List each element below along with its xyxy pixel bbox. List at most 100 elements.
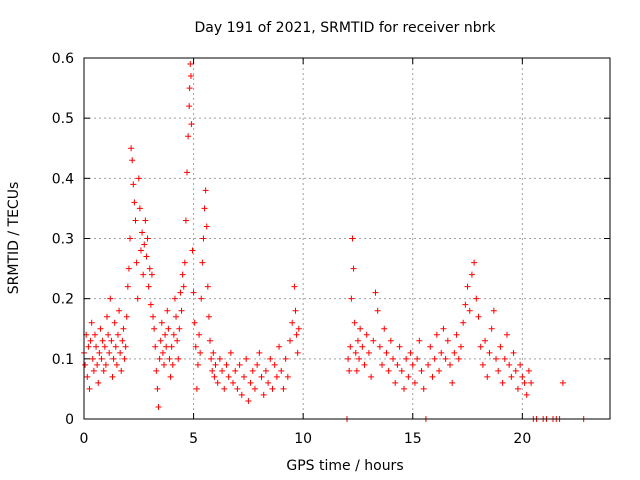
data-point — [372, 289, 379, 296]
data-point — [131, 199, 138, 206]
data-point — [91, 331, 98, 338]
data-point — [453, 331, 460, 338]
data-point — [135, 175, 142, 182]
data-point — [88, 319, 95, 326]
data-point — [112, 343, 119, 350]
data-point — [416, 337, 423, 344]
data-point — [100, 367, 107, 374]
data-point — [101, 343, 108, 350]
data-point — [125, 265, 132, 272]
data-point — [374, 307, 381, 314]
data-point — [221, 385, 228, 392]
data-point — [349, 235, 356, 242]
data-point — [89, 355, 96, 362]
data-point — [436, 367, 443, 374]
data-point — [510, 349, 517, 356]
data-point — [119, 337, 126, 344]
data-point — [508, 373, 515, 380]
y-tick-label: 0.2 — [52, 292, 74, 308]
data-point — [168, 343, 175, 350]
data-point — [109, 373, 116, 380]
data-point — [451, 349, 458, 356]
data-point — [280, 385, 287, 392]
data-point — [444, 337, 451, 344]
data-point — [98, 355, 105, 362]
data-point — [99, 337, 106, 344]
data-point — [225, 373, 232, 380]
data-point — [403, 355, 410, 362]
data-point — [142, 217, 149, 224]
x-tick-label: 20 — [513, 431, 531, 447]
x-tick-label: 15 — [404, 431, 422, 447]
y-tick-label: 0 — [65, 412, 74, 428]
data-point — [356, 355, 363, 362]
data-point — [129, 157, 136, 164]
data-point — [517, 361, 524, 368]
data-point — [95, 379, 102, 386]
data-point — [267, 355, 274, 362]
data-point — [245, 397, 252, 404]
data-point — [176, 325, 183, 332]
data-point — [368, 373, 375, 380]
data-point — [429, 373, 436, 380]
data-point — [151, 325, 158, 332]
data-point — [442, 355, 449, 362]
x-tick-label: 5 — [189, 431, 198, 447]
y-tick-label: 0.4 — [52, 171, 74, 187]
data-point — [260, 391, 267, 398]
data-point — [188, 121, 195, 128]
data-point — [383, 349, 390, 356]
data-point — [184, 169, 191, 176]
data-point — [171, 295, 178, 302]
data-point — [438, 349, 445, 356]
data-point — [113, 361, 120, 368]
data-point — [122, 343, 129, 350]
data-point — [114, 331, 121, 338]
data-point — [464, 283, 471, 290]
data-point — [163, 343, 170, 350]
data-point — [160, 361, 167, 368]
y-tick-label: 0.3 — [52, 232, 74, 248]
data-point — [196, 331, 203, 338]
data-point — [440, 325, 447, 332]
data-point — [97, 325, 104, 332]
data-point — [486, 349, 493, 356]
data-point — [466, 307, 473, 314]
data-point — [165, 325, 172, 332]
data-point — [148, 271, 155, 278]
data-point — [271, 361, 278, 368]
data-point — [143, 253, 150, 260]
data-point — [523, 391, 530, 398]
data-point — [514, 385, 521, 392]
data-point — [130, 181, 137, 188]
data-point — [211, 373, 218, 380]
data-point — [477, 343, 484, 350]
data-point — [102, 361, 109, 368]
data-point — [243, 355, 250, 362]
data-point — [351, 319, 358, 326]
data-point — [203, 223, 210, 230]
data-point — [96, 349, 103, 356]
data-point — [192, 343, 199, 350]
data-point — [287, 337, 294, 344]
data-point — [449, 379, 456, 386]
data-point — [425, 361, 432, 368]
data-point — [159, 349, 166, 356]
data-point — [82, 361, 89, 368]
data-point — [156, 355, 163, 362]
data-point — [141, 241, 148, 248]
data-point — [462, 301, 469, 308]
data-point — [117, 349, 124, 356]
data-point — [473, 295, 480, 302]
x-axis-label: GPS time / hours — [286, 458, 403, 474]
data-point — [350, 265, 357, 272]
data-point — [186, 85, 193, 92]
data-point — [433, 331, 440, 338]
data-point — [108, 337, 115, 344]
data-point — [127, 235, 134, 242]
data-point — [128, 145, 135, 152]
data-point — [179, 271, 186, 278]
data-point — [209, 367, 216, 374]
data-point — [86, 385, 93, 392]
